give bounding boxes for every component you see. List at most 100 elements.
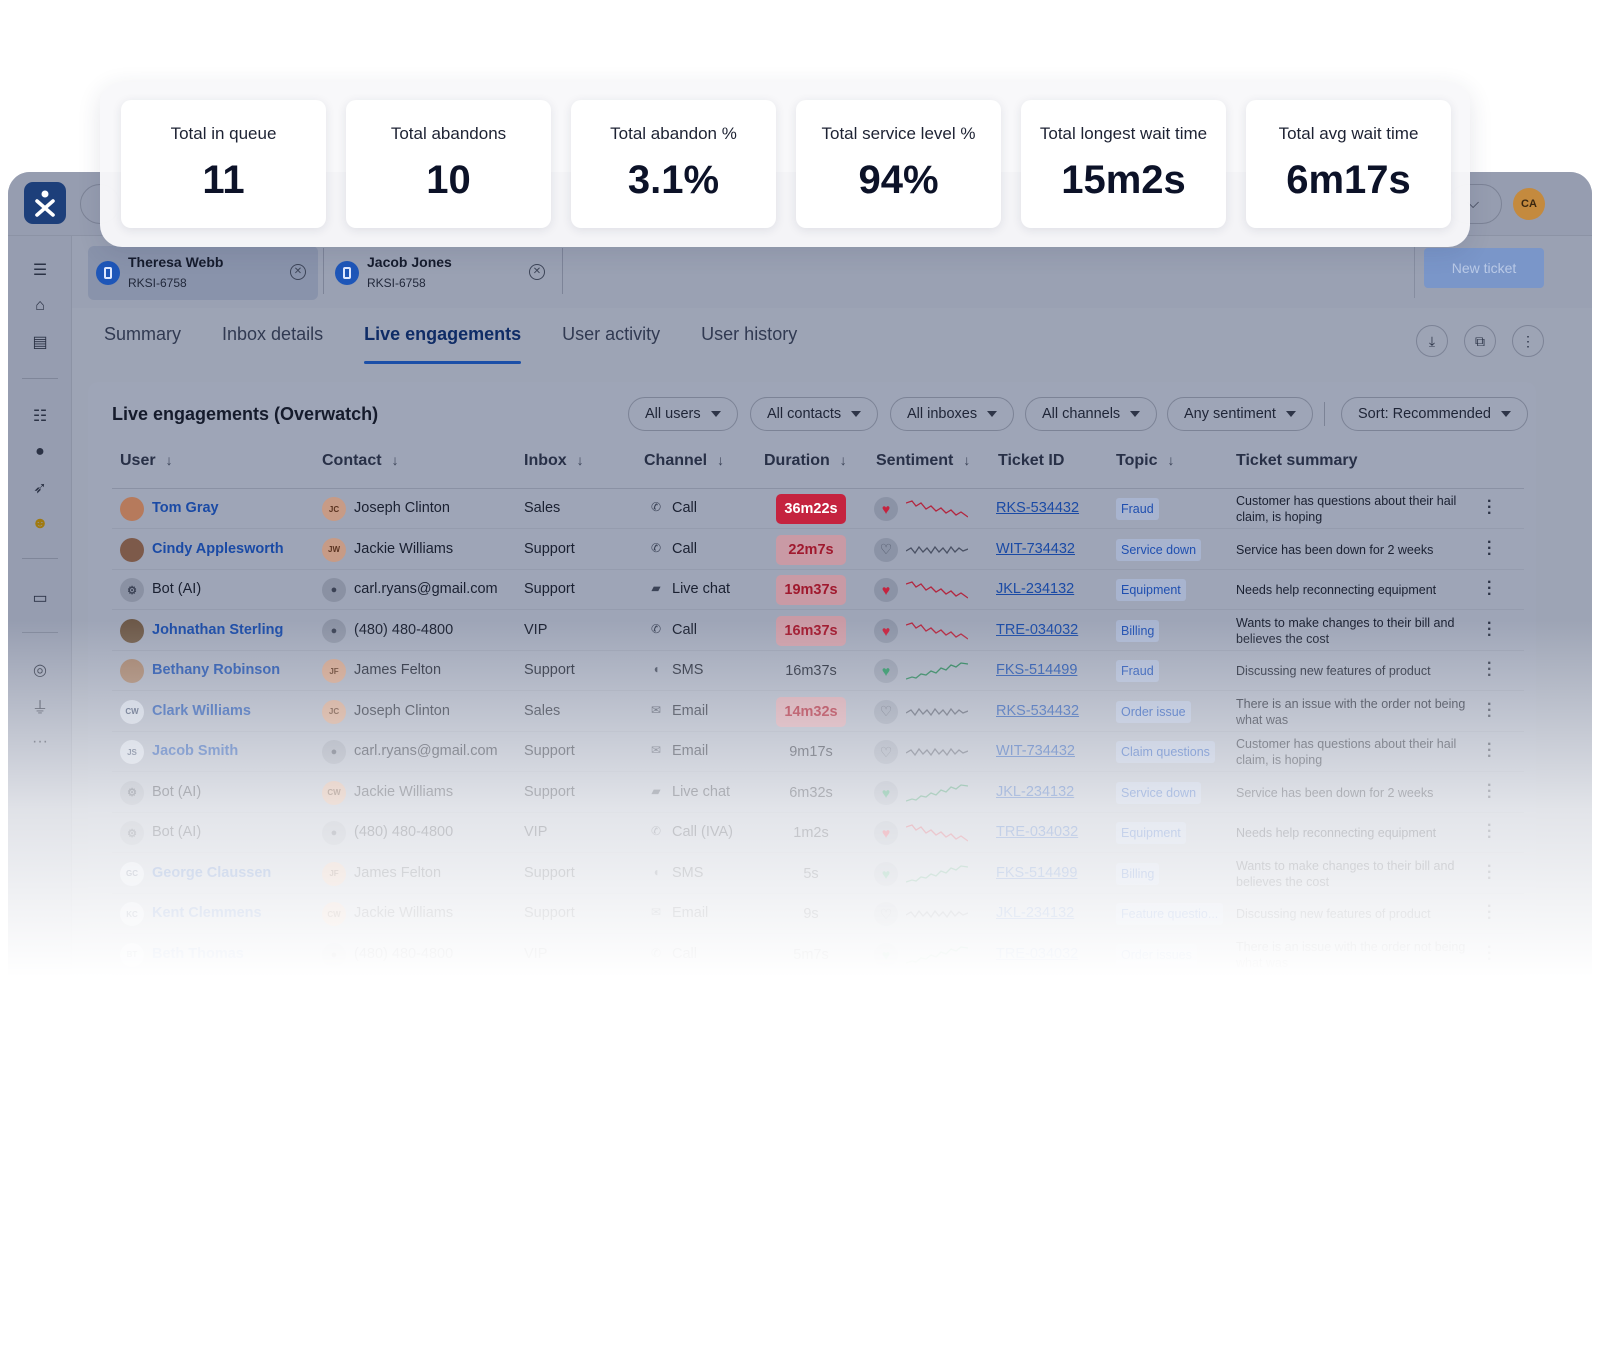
user-name[interactable]: Jacob Smith: [152, 743, 239, 759]
heart-icon: ♥: [881, 987, 891, 1003]
user-name[interactable]: Johnathan Sterling: [152, 621, 284, 638]
column-header-inbox[interactable]: Inbox ↓: [524, 452, 584, 470]
table-row[interactable]: ⚙ Bot (AI) ● James Felton Support ✆ Call (IVA)…: [112, 975, 1524, 1015]
row-menu-icon[interactable]: · · ·: [1487, 493, 1493, 522]
column-header-sentiment[interactable]: Sentiment ↓: [876, 452, 970, 470]
row-menu-icon[interactable]: · · ·: [1487, 817, 1493, 846]
ticket-id-link[interactable]: FKS-514499: [996, 864, 1078, 881]
ticket-id-link[interactable]: WIT-734432: [996, 743, 1075, 759]
user-name[interactable]: George Claussen: [152, 864, 272, 881]
ticket-id-link[interactable]: TRE-034032: [996, 621, 1079, 638]
column-header-user[interactable]: User ↓: [120, 452, 173, 470]
download-button[interactable]: ⤓: [1416, 325, 1448, 357]
home-icon[interactable]: ⌂: [35, 297, 45, 314]
caret-down-icon: [710, 411, 721, 417]
ticket-id-link[interactable]: WIT-734432: [996, 540, 1075, 557]
row-menu-icon[interactable]: · · ·: [1487, 655, 1493, 684]
tab-live-engagements[interactable]: Live engagements: [364, 324, 522, 364]
account-circle-icon[interactable]: ◎: [33, 662, 47, 679]
sort-dropdown[interactable]: Sort: Recommended: [1341, 397, 1528, 431]
channel-name: Call: [672, 621, 697, 638]
column-header-contact[interactable]: Contact ↓: [322, 452, 399, 470]
ticket-id-link[interactable]: RKS-534432: [996, 702, 1080, 719]
tab-summary[interactable]: Summary: [104, 324, 182, 344]
column-header-topic[interactable]: Topic ↓: [1116, 452, 1174, 470]
filter-users[interactable]: All users: [628, 397, 738, 431]
more-horizontal-icon[interactable]: ···: [32, 733, 48, 750]
ticket-tab-jacob-jones[interactable]: Jacob Jones RKSI-6758 ✕: [327, 246, 557, 300]
table-row[interactable]: GC George Claussen JF James Felton Support ◖ S…: [112, 854, 1524, 894]
more-options-button[interactable]: ⋮: [1512, 325, 1544, 357]
user-name[interactable]: Kent Clemmens: [152, 905, 262, 921]
filter-inboxes[interactable]: All inboxes: [890, 397, 1015, 431]
tab-inbox-details[interactable]: Inbox details: [222, 324, 324, 344]
ticket-id-link[interactable]: RKS-534432: [996, 500, 1080, 516]
globe-icon[interactable]: ●: [35, 443, 45, 460]
table-row[interactable]: Tom Gray JC Joseph Clinton Sales ✆ Call 36m22s…: [112, 489, 1524, 529]
row-menu-icon[interactable]: · · ·: [1487, 776, 1493, 806]
menu-icon[interactable]: ☰: [32, 262, 48, 279]
close-icon[interactable]: ✕: [290, 264, 306, 280]
row-menu-icon[interactable]: · · ·: [1487, 938, 1493, 968]
smiley-icon[interactable]: ☻: [31, 515, 49, 532]
column-header-ticket-id[interactable]: Ticket ID: [998, 452, 1064, 470]
more-vertical-icon: ⋮: [1521, 332, 1535, 349]
inbox-name: Support: [524, 864, 575, 881]
new-ticket-button[interactable]: New ticket: [1424, 248, 1544, 288]
row-menu-icon[interactable]: · · ·: [1487, 614, 1493, 644]
user-name[interactable]: Tom Gray: [152, 500, 219, 516]
filter-sentiment[interactable]: Any sentiment: [1167, 397, 1313, 431]
app-logo[interactable]: [24, 182, 66, 224]
row-menu-icon[interactable]: · · ·: [1487, 898, 1493, 927]
column-header-duration[interactable]: Duration ↓: [764, 452, 847, 470]
table-row[interactable]: ⚙ Bot (AI) CW Jackie Williams Support ▰ Live c…: [112, 773, 1524, 813]
user-avatar[interactable]: CA: [1513, 188, 1545, 220]
open-external-button[interactable]: ⧉: [1464, 325, 1496, 357]
chat-icon: ▰: [651, 783, 661, 798]
ticket-id-link[interactable]: JKL-234132: [996, 581, 1075, 597]
ticket-id-link[interactable]: JKL-234132: [996, 905, 1075, 921]
user-name[interactable]: Clark Williams: [152, 702, 251, 719]
user-name[interactable]: Beth Thomas: [152, 945, 244, 962]
row-menu-icon[interactable]: · · ·: [1487, 979, 1493, 1008]
ticket-tab-theresa-webb[interactable]: Theresa Webb RKSI-6758 ✕: [88, 246, 318, 300]
channel-name: Email: [672, 702, 709, 719]
inbox-icon[interactable]: ▭: [32, 590, 48, 607]
rocket-icon[interactable]: ➶: [33, 480, 47, 497]
row-menu-icon[interactable]: · · ·: [1487, 533, 1493, 563]
column-header-ticket-summary[interactable]: Ticket summary: [1236, 452, 1358, 470]
filter-channels[interactable]: All channels: [1025, 397, 1158, 431]
row-menu-icon[interactable]: · · ·: [1487, 695, 1493, 725]
close-icon[interactable]: ✕: [529, 264, 545, 280]
table-row[interactable]: ⚙ Bot (AI) ● carl.ryans@gmail.com Support ▰ Li…: [112, 570, 1524, 610]
contacts-card-icon[interactable]: ▤: [32, 334, 48, 351]
channel-name: Email: [672, 743, 709, 759]
ticket-id-link[interactable]: JKL-234132: [996, 783, 1075, 800]
table-row[interactable]: Johnathan Sterling ● (480) 480-4800 VIP ✆ Cal…: [112, 611, 1524, 651]
topic-tag: Billing: [1116, 619, 1160, 642]
table-row[interactable]: Cindy Applesworth JW Jackie Williams Suppor…: [112, 530, 1524, 570]
user-name[interactable]: Bethany Robinson: [152, 662, 281, 678]
row-menu-icon[interactable]: · · ·: [1487, 574, 1493, 603]
table-row[interactable]: KC Kent Clemmens CW Jackie Williams Support ✉…: [112, 894, 1524, 934]
row-menu-icon[interactable]: · · ·: [1487, 857, 1493, 887]
ticket-id-link[interactable]: TRE-034032: [996, 824, 1079, 840]
ticket-id-link[interactable]: TRE-034032: [996, 945, 1079, 962]
table-row[interactable]: JS Jacob Smith ● carl.ryans@gmail.com Suppor…: [112, 732, 1524, 772]
tab-user-history[interactable]: User history: [701, 324, 798, 344]
database-icon[interactable]: ☷: [32, 408, 48, 425]
tab-user-activity[interactable]: User activity: [562, 324, 661, 344]
table-row[interactable]: CW Clark Williams JC Joseph Clinton Sales ✉ Em…: [112, 692, 1524, 732]
table-row[interactable]: BT Beth Thomas ● (480) 480-4800 VIP ✆ Call 5m7s…: [112, 935, 1524, 975]
table-row[interactable]: Bethany Robinson JF James Felton Support ◖ SM…: [112, 651, 1524, 691]
column-header-channel[interactable]: Channel ↓: [644, 452, 724, 470]
ticket-id-link[interactable]: FKS-514499: [996, 986, 1078, 1002]
ticket-id-link[interactable]: FKS-514499: [996, 662, 1078, 678]
row-menu-icon[interactable]: · · ·: [1487, 736, 1493, 765]
plug-icon[interactable]: ⏚: [31, 700, 48, 717]
user-name[interactable]: Cindy Applesworth: [152, 540, 284, 557]
queue-stats-bar: Total in queue 11 Total abandons 10 Tota…: [100, 82, 1470, 247]
table-row[interactable]: ⚙ Bot (AI) ● (480) 480-4800 VIP ✆ Call (IVA) 1m…: [112, 813, 1524, 853]
filter-contacts[interactable]: All contacts: [750, 397, 879, 431]
heart-outline-icon: ♡: [879, 905, 893, 922]
